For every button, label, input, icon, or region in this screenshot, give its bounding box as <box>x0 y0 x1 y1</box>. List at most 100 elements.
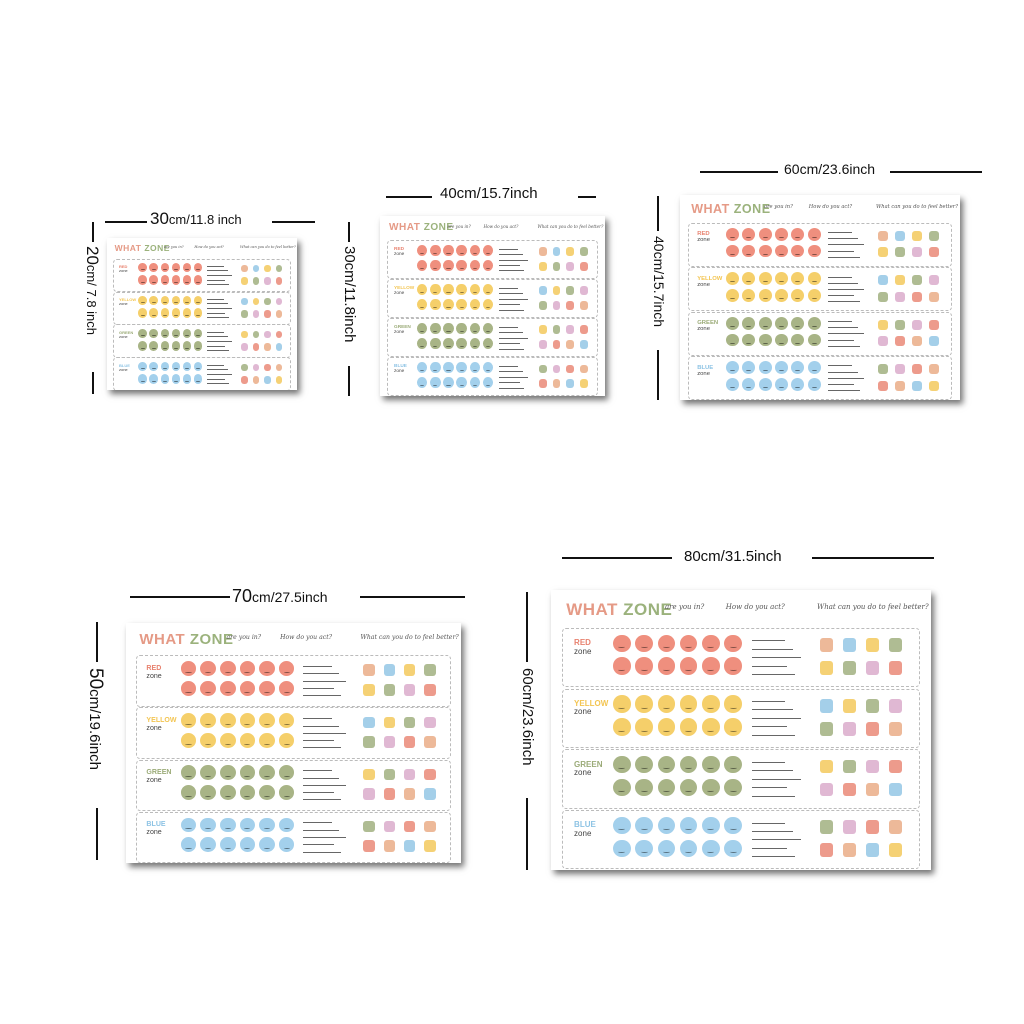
behavior-item <box>751 839 801 841</box>
coping-strategy-icon <box>866 782 880 797</box>
emotion-face-icon <box>456 259 467 271</box>
behavior-item <box>751 726 788 728</box>
emotion-face-icon <box>742 272 756 286</box>
emotion-face-icon <box>180 765 197 781</box>
behavior-item <box>827 384 855 386</box>
emotion-face-icon <box>791 378 805 391</box>
coping-icons <box>875 272 943 306</box>
poster-title-zone: ZONE <box>623 599 673 619</box>
behavior-item <box>302 799 342 801</box>
coping-strategy-icon <box>929 247 939 258</box>
zone-row-red: RED zone <box>562 627 920 688</box>
behavior-item <box>302 718 333 720</box>
emotion-face-icon <box>138 328 148 339</box>
zone-sub: zone <box>394 369 405 375</box>
behavior-item <box>207 284 229 286</box>
zone-name: YELLOW <box>574 698 609 708</box>
behavior-item <box>751 795 796 797</box>
p2-width-line-right <box>578 196 596 198</box>
p3-height-label: 40cm/15.7inch <box>651 236 667 328</box>
emotion-face-icon <box>417 298 428 310</box>
poster-60x80: WHAT ZONE are you in? How do you act? What … <box>551 590 931 870</box>
behavior-item <box>827 365 853 367</box>
emotion-face-icon <box>278 713 295 729</box>
behavior-item <box>207 279 225 281</box>
zone-name: YELLOW <box>118 297 137 303</box>
behavior-item <box>302 695 342 697</box>
emotion-face-icon <box>791 333 805 347</box>
emotion-face-icon <box>259 817 275 833</box>
coping-strategy-icon <box>539 340 547 350</box>
emotion-face-icon <box>171 328 181 339</box>
zone-name: GREEN <box>146 769 172 777</box>
coping-strategy-icon <box>566 286 575 296</box>
behavior-item <box>827 301 860 303</box>
behavior-item <box>751 847 788 849</box>
behavior-item <box>207 298 224 300</box>
coping-strategy-icon <box>912 364 922 375</box>
zone-sub: zone <box>697 326 710 333</box>
emotion-face-icon <box>278 680 295 696</box>
zone-name: BLUE <box>118 363 130 369</box>
emotion-face-icon <box>443 259 454 271</box>
emotion-faces <box>725 227 825 262</box>
zone-label: YELLOW zone <box>118 297 137 306</box>
emotion-face-icon <box>679 657 698 675</box>
coping-strategy-icon <box>252 330 260 339</box>
emotion-faces <box>180 713 300 752</box>
emotion-face-icon <box>791 244 805 258</box>
emotion-face-icon <box>657 816 676 835</box>
coping-strategy-icon <box>403 820 416 833</box>
emotion-face-icon <box>239 765 256 781</box>
emotion-face-icon <box>180 837 197 853</box>
behavior-item <box>207 340 232 342</box>
coping-strategy-icon <box>252 376 260 384</box>
emotion-face-icon <box>171 262 181 273</box>
zone-name: GREEN <box>697 320 719 327</box>
emotion-face-icon <box>482 376 494 389</box>
behavior-list <box>207 363 237 386</box>
coping-strategy-icon <box>566 301 575 310</box>
coping-strategy-icon <box>866 638 880 652</box>
emotion-faces <box>138 361 205 387</box>
emotion-face-icon <box>160 341 170 351</box>
coping-strategy-icon <box>252 363 260 372</box>
zone-name: GREEN <box>574 759 603 769</box>
behavior-item <box>207 369 228 371</box>
coping-strategy-icon <box>383 840 395 853</box>
emotion-face-icon <box>160 308 170 318</box>
coping-strategy-icon <box>424 788 436 801</box>
behavior-item <box>827 295 855 297</box>
behavior-item <box>302 836 346 838</box>
emotion-face-icon <box>160 295 170 306</box>
zone-row-red: RED zone <box>136 655 451 707</box>
behavior-item <box>827 238 859 240</box>
emotion-face-icon <box>482 259 494 271</box>
coping-strategy-icon <box>889 638 903 652</box>
emotion-face-icon <box>469 259 480 271</box>
coping-strategy-icon <box>580 301 588 310</box>
behavior-item <box>207 336 228 338</box>
coping-strategy-icon <box>866 759 880 774</box>
zone-sub: zone <box>118 268 128 274</box>
coping-strategy-icon <box>241 310 248 318</box>
emotion-face-icon <box>149 374 159 384</box>
zone-row-green: GREEN zone <box>136 759 451 811</box>
emotion-face-icon <box>482 323 494 335</box>
coping-strategy-icon <box>403 716 416 729</box>
poster-title-what: WHAT <box>691 202 734 217</box>
emotion-face-icon <box>791 361 805 375</box>
emotion-faces <box>138 262 205 288</box>
p1-width-line-right <box>272 221 315 223</box>
coping-strategy-icon <box>383 768 395 781</box>
emotion-face-icon <box>220 765 236 781</box>
emotion-face-icon <box>724 718 742 736</box>
coping-strategy-icon <box>912 380 922 391</box>
zone-row-red: RED zone <box>386 240 599 280</box>
zone-sub: zone <box>118 334 128 340</box>
emotion-face-icon <box>791 272 805 286</box>
behavior-list <box>207 264 237 287</box>
emotion-face-icon <box>430 337 441 350</box>
zone-label: BLUE zone <box>146 821 165 836</box>
behavior-item <box>207 378 225 380</box>
